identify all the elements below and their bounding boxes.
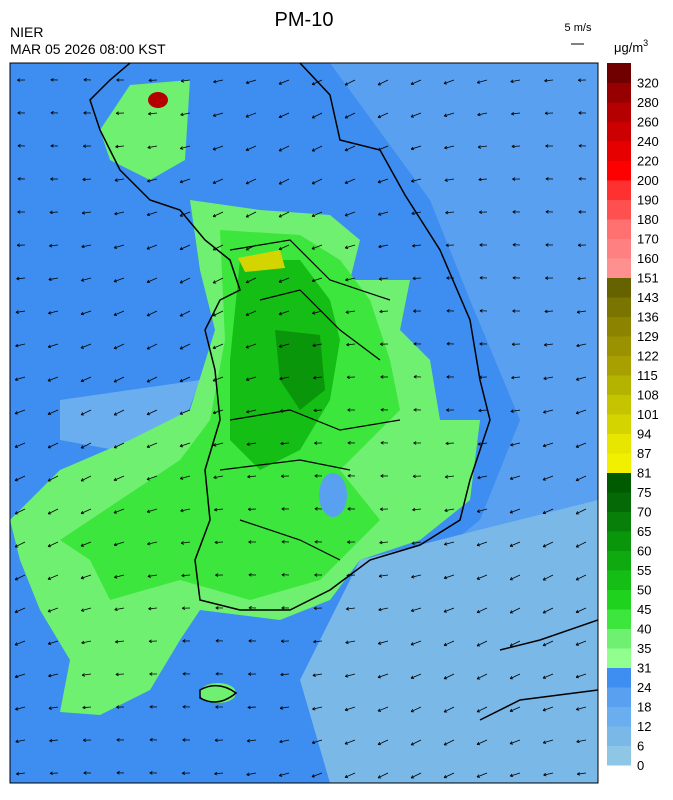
agency: NIER: [10, 24, 43, 40]
colorbar-band: [607, 492, 631, 512]
colorbar-label: 129: [637, 329, 659, 344]
colorbar-label: 0: [637, 758, 644, 773]
colorbar-label: 260: [637, 115, 659, 130]
colorbar-band: [607, 219, 631, 239]
wind-scale: 5 m/s: [565, 22, 592, 34]
colorbar-band: [607, 551, 631, 571]
colorbar-label: 70: [637, 505, 651, 520]
colorbar-label: 31: [637, 661, 651, 676]
colorbar-label: 180: [637, 212, 659, 227]
unit-exp: 3: [643, 38, 648, 48]
colorbar-band: [607, 707, 631, 727]
colorbar-label: 101: [637, 407, 659, 422]
colorbar-band: [607, 317, 631, 337]
colorbar-band: [607, 609, 631, 629]
colorbar-band: [607, 239, 631, 259]
map: [10, 63, 598, 783]
datetime: MAR 05 2026 08:00 KST: [10, 41, 166, 57]
colorbar-band: [607, 375, 631, 395]
colorbar-label: 55: [637, 563, 651, 578]
colorbar-band: [607, 648, 631, 668]
colorbar-label: 50: [637, 583, 651, 598]
colorbar-label: 190: [637, 193, 659, 208]
unit: μg/m3: [614, 38, 648, 55]
colorbar-label: 94: [637, 427, 651, 442]
colorbar-band: [607, 512, 631, 532]
colorbar-label: 60: [637, 544, 651, 559]
colorbar-label: 108: [637, 388, 659, 403]
colorbar-label: 170: [637, 232, 659, 247]
colorbar-band: [607, 83, 631, 103]
colorbar-band: [607, 200, 631, 220]
unit-base: μg/m: [614, 40, 643, 55]
lake-low: [319, 473, 347, 517]
colorbar-label: 220: [637, 154, 659, 169]
colorbar-label: 143: [637, 290, 659, 305]
colorbar-label: 136: [637, 310, 659, 325]
colorbar-band: [607, 453, 631, 473]
colorbar-label: 200: [637, 173, 659, 188]
colorbar-band: [607, 102, 631, 122]
colorbar-band: [607, 590, 631, 610]
colorbar-band: [607, 473, 631, 493]
colorbar-label: 115: [637, 368, 658, 383]
colorbar-label: 12: [637, 719, 651, 734]
colorbar-band: [607, 746, 631, 766]
colorbar-label: 160: [637, 251, 659, 266]
colorbar-band: [607, 414, 631, 434]
colorbar-label: 122: [637, 349, 659, 364]
colorbar-band: [607, 356, 631, 376]
colorbar-band: [607, 434, 631, 454]
colorbar-label: 65: [637, 524, 651, 539]
colorbar: 0 6 12 18 24 31 35 40 45 50 55 60 65 70 75 81 87 94 101 108…: [607, 63, 659, 773]
colorbar-band: [607, 180, 631, 200]
colorbar-label: 320: [637, 76, 659, 91]
colorbar-label: 87: [637, 446, 651, 461]
colorbar-band: [607, 297, 631, 317]
colorbar-label: 6: [637, 739, 644, 754]
colorbar-band: [607, 278, 631, 298]
colorbar-band: [607, 141, 631, 161]
colorbar-label: 240: [637, 134, 659, 149]
colorbar-band: [607, 161, 631, 181]
colorbar-band: [607, 258, 631, 278]
colorbar-label: 81: [637, 466, 651, 481]
colorbar-band: [607, 395, 631, 415]
colorbar-label: 280: [637, 95, 659, 110]
colorbar-label: 24: [637, 680, 651, 695]
colorbar-band: [607, 531, 631, 551]
colorbar-label: 35: [637, 641, 651, 656]
colorbar-band: [607, 63, 631, 83]
north-peak: [148, 92, 168, 108]
colorbar-label: 18: [637, 700, 651, 715]
colorbar-label: 151: [637, 271, 659, 286]
colorbar-band: [607, 570, 631, 590]
colorbar-band: [607, 629, 631, 649]
colorbar-label: 75: [637, 485, 651, 500]
colorbar-label: 45: [637, 602, 651, 617]
title: PM-10: [275, 9, 334, 31]
colorbar-label: 40: [637, 622, 651, 637]
colorbar-band: [607, 668, 631, 688]
colorbar-band: [607, 336, 631, 356]
colorbar-band: [607, 122, 631, 142]
colorbar-band: [607, 687, 631, 707]
colorbar-band: [607, 726, 631, 746]
